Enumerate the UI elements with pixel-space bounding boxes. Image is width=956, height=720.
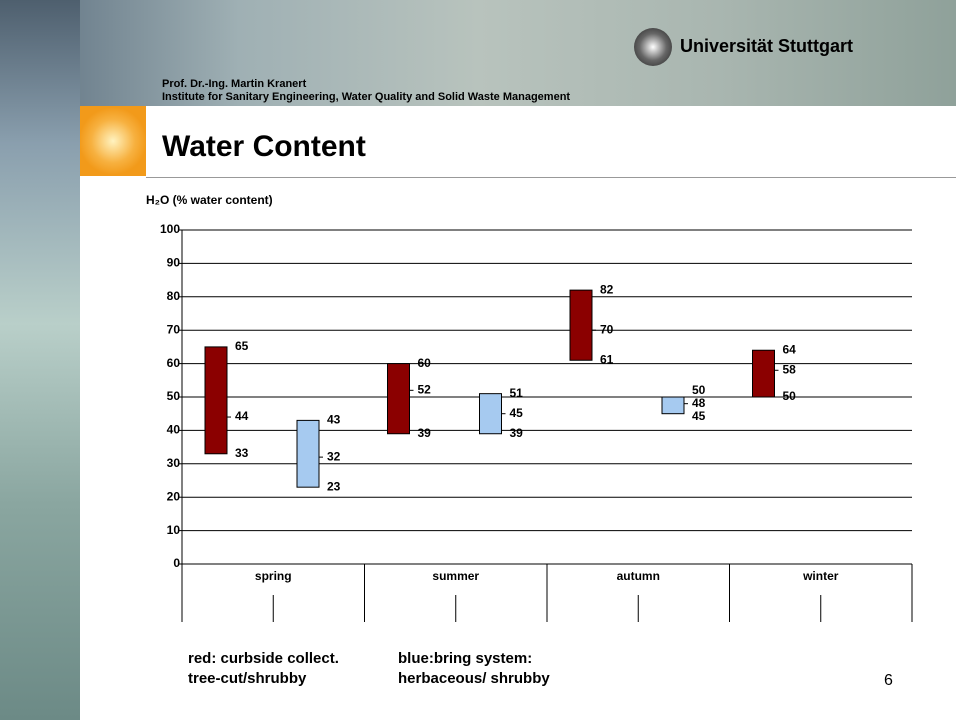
slide-title: Water Content: [162, 130, 366, 163]
university-logo: [634, 28, 672, 66]
y-tick-label: 100: [160, 222, 180, 236]
author: Prof. Dr.-Ing. Martin Kranert: [162, 78, 307, 90]
range-bar: [204, 346, 228, 455]
legend-note: tree-cut/shrubby: [188, 670, 307, 687]
data-label: 43: [327, 413, 341, 427]
header-banner: [0, 0, 956, 106]
y-axis-label: H₂O (% water content): [146, 193, 273, 207]
data-label: 70: [600, 322, 614, 336]
data-label: 58: [783, 362, 797, 376]
range-bar: [661, 396, 685, 415]
logo: [80, 106, 146, 176]
y-tick-label: 70: [167, 322, 181, 336]
side-image: [0, 0, 80, 720]
y-tick-label: 10: [167, 523, 181, 537]
y-tick-label: 90: [167, 256, 181, 270]
page-number: 6: [884, 672, 893, 689]
title-rule: [146, 177, 956, 178]
y-tick-label: 60: [167, 356, 181, 370]
legend-note: blue:bring system:: [398, 650, 533, 667]
y-tick-label: 30: [167, 456, 181, 470]
data-label: 50: [692, 383, 706, 397]
data-label: 65: [235, 339, 249, 353]
x-tick-label: summer: [432, 569, 479, 583]
institute: Institute for Sanitary Engineering, Wate…: [162, 91, 571, 103]
range-bar: [752, 349, 775, 398]
data-label: 33: [235, 446, 249, 460]
data-label: 60: [418, 356, 432, 370]
data-label: 52: [418, 382, 432, 396]
data-label: 44: [235, 409, 249, 423]
legend-note: red: curbside collect.: [188, 650, 339, 667]
y-tick-label: 40: [167, 423, 181, 437]
data-label: 48: [692, 396, 706, 410]
data-label: 51: [510, 386, 524, 400]
x-tick-label: spring: [255, 569, 292, 583]
range-bar: [479, 393, 502, 435]
y-tick-label: 50: [167, 389, 181, 403]
data-label: 61: [600, 352, 614, 366]
data-label: 32: [327, 449, 341, 463]
x-tick-label: autumn: [617, 569, 660, 583]
y-tick-label: 80: [167, 289, 181, 303]
data-label: 39: [418, 426, 432, 440]
y-tick-label: 20: [167, 489, 181, 503]
data-label: 82: [600, 282, 614, 296]
y-tick-label: 0: [173, 556, 180, 570]
data-label: 39: [510, 426, 524, 440]
range-bar: [569, 289, 593, 361]
data-label: 50: [783, 389, 797, 403]
data-label: 64: [783, 342, 797, 356]
data-label: 23: [327, 479, 341, 493]
range-bar: [387, 363, 410, 435]
range-bar: [296, 419, 320, 488]
legend-note: herbaceous/ shrubby: [398, 670, 550, 687]
university-name: Universität Stuttgart: [680, 36, 854, 56]
x-tick-label: winter: [802, 569, 839, 583]
data-label: 45: [510, 406, 524, 420]
data-label: 45: [692, 409, 706, 423]
